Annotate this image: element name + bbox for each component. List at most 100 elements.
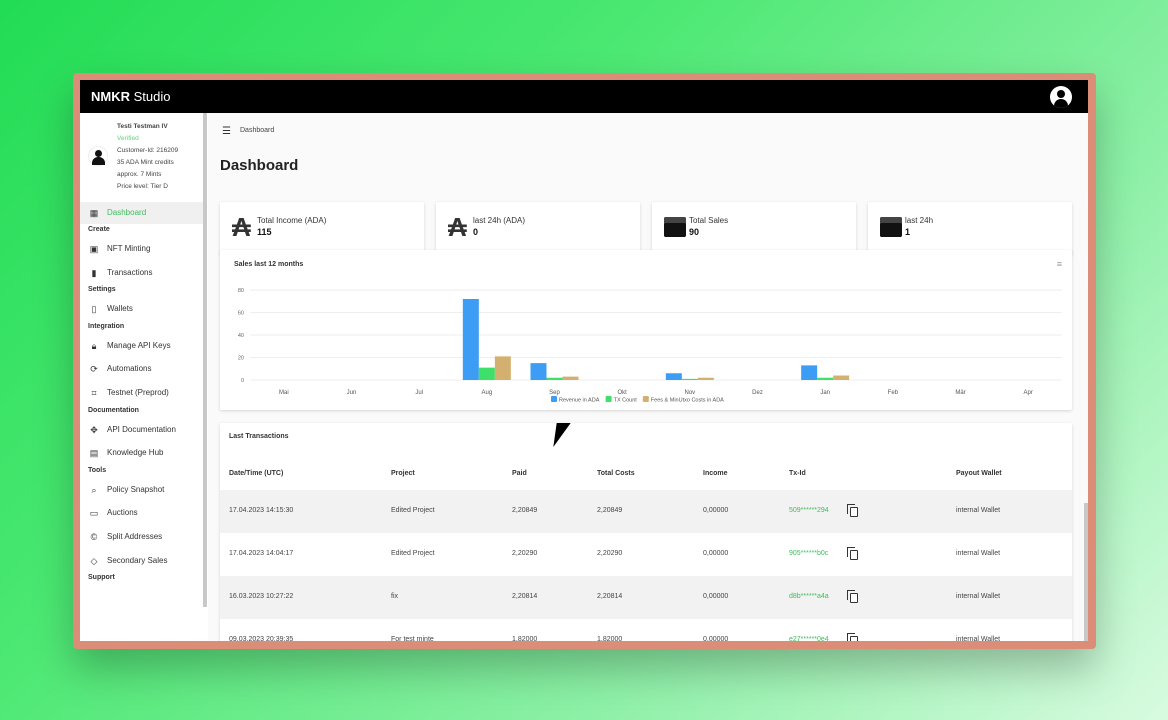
- hub-icon: ✥: [90, 424, 98, 435]
- bar-tx-count: [817, 377, 834, 380]
- stat-label: Total Sales: [689, 216, 729, 225]
- legend-swatch: [551, 396, 557, 402]
- table-cell: fix: [391, 593, 398, 600]
- bar-chart-icon: ▮: [91, 267, 97, 278]
- column-header: Paid: [512, 470, 527, 477]
- transactions-title: Last Transactions: [229, 433, 289, 440]
- search-doc-icon: ⌕: [91, 484, 97, 495]
- table-cell: For test minte: [391, 636, 434, 641]
- sidebar-item-automations[interactable]: ⟳ Automations: [80, 358, 203, 380]
- copy-icon[interactable]: [847, 504, 858, 517]
- sidebar-item-split-addresses[interactable]: © Split Addresses: [80, 526, 203, 548]
- copy-icon[interactable]: [847, 633, 858, 641]
- copy-icon[interactable]: [847, 547, 858, 560]
- table-cell: 0,00000: [703, 593, 729, 600]
- tx-id-link[interactable]: 509******294: [789, 507, 829, 514]
- stat-label: Total Income (ADA): [257, 216, 327, 225]
- table-cell: Edited Project: [391, 507, 435, 514]
- chart-title: Sales last 12 months: [234, 261, 304, 268]
- table-row[interactable]: 16.03.2023 10:27:22 fix 2,20814 2,20814 0,00…: [220, 576, 1072, 619]
- sidebar-section-title: Tools: [88, 466, 107, 474]
- tx-id-link[interactable]: d8b******a4a: [789, 593, 829, 600]
- sidebar-item-label: Secondary Sales: [107, 555, 168, 565]
- user-name: Testi Testman IV: [117, 123, 168, 130]
- sidebar-section-title: Create: [88, 226, 110, 233]
- table-cell: 2,20849: [597, 507, 623, 514]
- sidebar-item-api-documentation[interactable]: ✥ API Documentation: [80, 419, 203, 441]
- stat-card: Total Sales 90: [652, 202, 856, 255]
- x-tick-label: Jan: [820, 390, 830, 396]
- x-tick-label: Jun: [347, 390, 357, 396]
- bar-tx-count: [546, 377, 563, 380]
- sidebar-item-policy-snapshot[interactable]: ⌕ Policy Snapshot: [80, 479, 203, 501]
- table-cell: 2,20290: [597, 550, 623, 557]
- table-cell: 0,00000: [703, 636, 729, 641]
- sales-chart-card: Sales last 12 months ≡ 0 20 40 60 80 Mai Jun Ju…: [220, 250, 1072, 410]
- menu-icon[interactable]: ☰: [222, 126, 231, 137]
- sidebar-item-nft-minting[interactable]: ▣ NFT Minting: [80, 238, 203, 260]
- sidebar-item-label: Wallets: [107, 304, 133, 314]
- mint-credits: 35 ADA Mint credits: [117, 159, 174, 166]
- sidebar-item-testnet-preprod[interactable]: ⌗ Testnet (Preprod): [80, 382, 203, 404]
- column-header: Tx-Id: [789, 470, 806, 477]
- stat-value: 115: [257, 227, 272, 237]
- sidebar-item-auctions[interactable]: ▭ Auctions: [80, 502, 203, 524]
- table-cell: 17.04.2023 14:15:30: [229, 507, 294, 514]
- table-cell: 0,00000: [703, 550, 729, 557]
- chart-menu-icon[interactable]: ≡: [1056, 259, 1062, 269]
- stat-value: 0: [473, 227, 479, 237]
- table-row[interactable]: 09.03.2023 20:39:35 For test minte 1,82000…: [220, 619, 1072, 641]
- tx-id-link[interactable]: e27******0e4: [789, 636, 829, 641]
- logo[interactable]: NMKR Studio: [91, 89, 171, 104]
- logo-suffix: Studio: [133, 89, 171, 104]
- sidebar-section-title: Support: [88, 574, 115, 582]
- lock-icon: 🔒︎: [91, 340, 97, 351]
- sidebar-item-transactions[interactable]: ▮ Transactions: [80, 262, 203, 284]
- sidebar-section-title: Documentation: [88, 406, 139, 414]
- tx-id-link[interactable]: 905******b0c: [789, 550, 829, 557]
- stat-value: 1: [905, 227, 911, 237]
- sidebar-item-dashboard[interactable]: ▦ Dashboard: [80, 202, 203, 224]
- x-tick-label: Feb: [888, 390, 899, 396]
- sales-bar-chart: 0 20 40 60 80 Mai Jun Jul Aug Sep Okt Nov Dez Jan Feb M…: [238, 288, 1062, 404]
- sidebar-item-wallets[interactable]: ▯ Wallets: [80, 298, 203, 320]
- table-cell: internal Wallet: [956, 550, 1001, 557]
- column-header: Total Costs: [597, 470, 635, 477]
- main-content: ☰ Dashboard Dashboard ₳ Total Income (AD…: [208, 113, 1088, 641]
- x-tick-label: Mär: [955, 390, 965, 396]
- table-cell: 2,20814: [512, 593, 538, 600]
- copyright-icon: ©: [90, 532, 98, 542]
- sidebar-item-label: Knowledge Hub: [107, 448, 164, 458]
- customer-id: Customer-Id: 216209: [117, 147, 179, 154]
- sidebar-item-label: Policy Snapshot: [107, 484, 165, 494]
- bar-revenue-in-ada: [462, 299, 479, 380]
- logo-text: NMKR: [91, 89, 130, 104]
- ada-icon: ₳: [232, 212, 251, 242]
- x-tick-label: Okt: [617, 390, 627, 396]
- bar-fees-minutxo-costs-in-ada: [562, 376, 579, 380]
- sidebar-section-title: Integration: [88, 322, 125, 330]
- sidebar-item-manage-api-keys[interactable]: 🔒︎ Manage API Keys: [80, 335, 203, 357]
- breadcrumb: Dashboard: [240, 127, 275, 134]
- account-avatar-icon[interactable]: [1050, 86, 1072, 108]
- y-tick-label: 80: [238, 288, 244, 294]
- table-cell: 16.03.2023 10:27:22: [229, 593, 294, 600]
- table-row[interactable]: 17.04.2023 14:15:30 Edited Project 2,20849…: [220, 490, 1072, 533]
- bar-tx-count: [478, 367, 495, 380]
- sidebar-item-label: Split Addresses: [107, 532, 163, 541]
- table-row[interactable]: 17.04.2023 14:04:17 Edited Project 2,20290…: [220, 533, 1072, 576]
- table-cell: 2,20849: [512, 507, 538, 514]
- sidebar-item-secondary-sales[interactable]: ◇ Secondary Sales: [80, 550, 203, 572]
- sidebar-item-knowledge-hub[interactable]: ▤ Knowledge Hub: [80, 442, 203, 464]
- main-scrollbar[interactable]: [1084, 503, 1088, 641]
- top-bar: NMKR Studio: [80, 80, 1088, 113]
- bar-fees-minutxo-costs-in-ada: [833, 375, 850, 380]
- sidebar-scrollbar[interactable]: [203, 113, 207, 607]
- image-icon: ▣: [89, 244, 99, 254]
- ada-icon: ₳: [448, 212, 467, 242]
- dashboard-grid-icon: ▦: [89, 208, 99, 218]
- x-tick-label: Dez: [752, 390, 763, 396]
- code-icon: ⌗: [91, 388, 97, 398]
- copy-icon[interactable]: [847, 590, 858, 603]
- legend-label: Revenue in ADA: [559, 398, 600, 404]
